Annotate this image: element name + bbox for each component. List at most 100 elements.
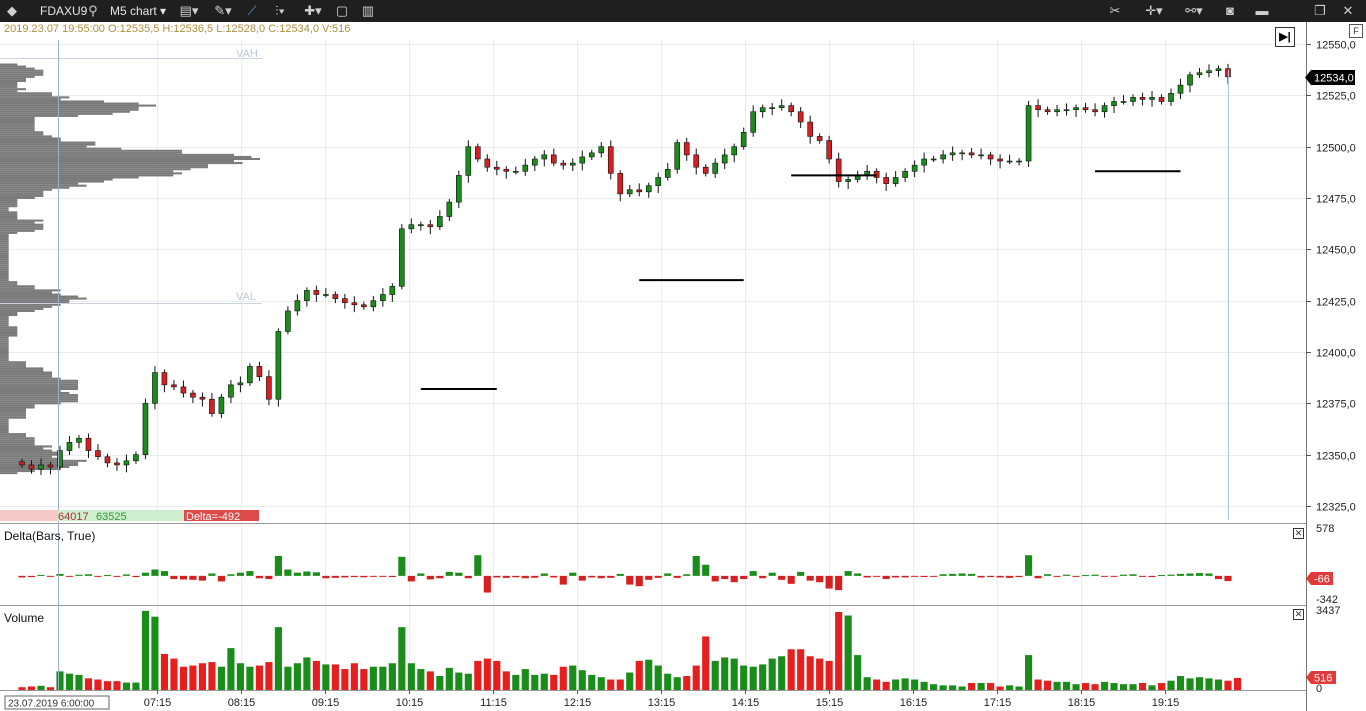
- profile-bar: [0, 143, 96, 146]
- profile-bar: [0, 334, 18, 337]
- search-icon[interactable]: ⚲: [88, 3, 98, 18]
- delta-bar: [1025, 555, 1033, 576]
- delta-bar: [882, 575, 890, 580]
- app-logo-icon[interactable]: ◆: [7, 3, 17, 18]
- volume-bar: [683, 676, 691, 690]
- profile-right-count: 63525: [96, 511, 127, 523]
- profile-bar: [0, 73, 44, 76]
- candle: [1063, 103, 1070, 116]
- restore-icon[interactable]: ❐: [1314, 3, 1326, 18]
- price-tick-label: 12550,0: [1316, 40, 1356, 52]
- profile-bar: [0, 459, 87, 462]
- volume-bar: [920, 681, 928, 690]
- profile-bar: [0, 346, 9, 349]
- profile-bar: [0, 65, 26, 68]
- delta-bar: [616, 573, 624, 576]
- delta-pane-close-button[interactable]: ✕: [1293, 528, 1304, 539]
- candle: [1006, 154, 1013, 165]
- volume-bar: [635, 660, 643, 690]
- candle: [1130, 94, 1136, 107]
- template-icon[interactable]: ▥: [361, 3, 375, 18]
- tools-icon[interactable]: ✂: [1109, 3, 1121, 18]
- profile-bar: [0, 410, 26, 413]
- volume-pane-close-button[interactable]: ✕: [1293, 609, 1304, 620]
- volume-bar: [559, 666, 567, 690]
- time-tick-label: 11:15: [480, 697, 507, 709]
- volume-bar: [208, 662, 216, 690]
- delta-bar: [132, 575, 140, 578]
- symbol-selector[interactable]: FDAXU9: [40, 4, 88, 18]
- profile-bar: [0, 326, 18, 329]
- delta-bar: [749, 571, 757, 576]
- scroll-to-end-button[interactable]: ▶|: [1275, 27, 1295, 47]
- plus-icon[interactable]: ✚▾: [304, 3, 322, 18]
- volume-bar: [265, 662, 273, 690]
- candle: [645, 182, 652, 198]
- time-axis: 07:15 08:15 09:15 10:15 11:15 12:15 13:15 14:15…: [144, 690, 1179, 709]
- time-tick-label: 17:15: [984, 697, 1012, 709]
- volume-bar: [512, 674, 520, 690]
- profile-bar: [0, 394, 78, 397]
- f-button[interactable]: F: [1349, 24, 1363, 38]
- profile-bar: [0, 357, 9, 360]
- chart-type-icon[interactable]: ▤▾: [179, 3, 199, 18]
- profile-bar: [0, 170, 174, 173]
- profile-bar: [0, 264, 9, 267]
- candle: [607, 140, 614, 180]
- delta-min-label: -342: [1316, 594, 1338, 606]
- line-chart-icon[interactable]: ⟋: [247, 3, 257, 18]
- minimize-icon[interactable]: ▬: [1255, 3, 1269, 18]
- link-icon[interactable]: ⚯▾: [1185, 3, 1203, 18]
- candle: [332, 291, 339, 304]
- window-icon[interactable]: ▢: [335, 3, 349, 18]
- profile-bar: [0, 238, 9, 241]
- cursor-icon[interactable]: ✛▾: [1145, 3, 1163, 18]
- delta-bar: [1129, 574, 1137, 576]
- profile-bar: [0, 118, 35, 121]
- profile-bar: [0, 277, 9, 280]
- close-icon[interactable]: ✕: [1342, 3, 1354, 18]
- profile-bar: [0, 63, 18, 66]
- volume-min-label: 0: [1316, 683, 1322, 695]
- indicators-icon[interactable]: ⫶▾: [275, 3, 285, 18]
- profile-bar: [0, 371, 52, 374]
- profile-bar: [0, 81, 18, 85]
- volume-bar: [369, 666, 377, 690]
- candle: [826, 135, 832, 164]
- delta-max-label: 578: [1316, 523, 1334, 535]
- profile-bar: [0, 102, 139, 105]
- chart-label: M5 chart: [110, 4, 157, 18]
- profile-bar: [0, 342, 9, 345]
- candle: [845, 176, 851, 189]
- delta-bar: [635, 575, 643, 587]
- pencil-icon[interactable]: ✎▾: [214, 3, 232, 18]
- delta-bar: [1034, 575, 1042, 579]
- delta-bar: [1091, 574, 1099, 576]
- profile-bar: [0, 194, 44, 197]
- delta-bar: [996, 575, 1004, 578]
- candle: [114, 458, 120, 471]
- candle: [361, 301, 367, 310]
- volume-bar: [778, 656, 786, 690]
- candle: [237, 376, 244, 393]
- candle: [1215, 65, 1222, 77]
- candle: [142, 398, 149, 460]
- volume-bar: [1119, 684, 1128, 690]
- camera-icon[interactable]: ◙: [1226, 3, 1234, 18]
- profile-bar: [0, 112, 113, 115]
- profile-bar: [0, 153, 234, 156]
- candle: [446, 199, 453, 221]
- candle: [218, 394, 225, 419]
- delta-bar: [578, 575, 586, 581]
- profile-bar: [0, 291, 52, 294]
- volume-bar: [730, 658, 738, 690]
- time-tick-label: 07:15: [144, 697, 172, 709]
- chart-selector[interactable]: M5 chart ▾: [110, 4, 167, 18]
- cursor-time-label: 23.07.2019 6:00:00: [8, 699, 95, 710]
- delta-bar: [683, 574, 691, 576]
- delta-bar: [512, 575, 520, 578]
- candle: [902, 168, 908, 182]
- volume-bar: [341, 669, 349, 690]
- candle: [152, 366, 158, 410]
